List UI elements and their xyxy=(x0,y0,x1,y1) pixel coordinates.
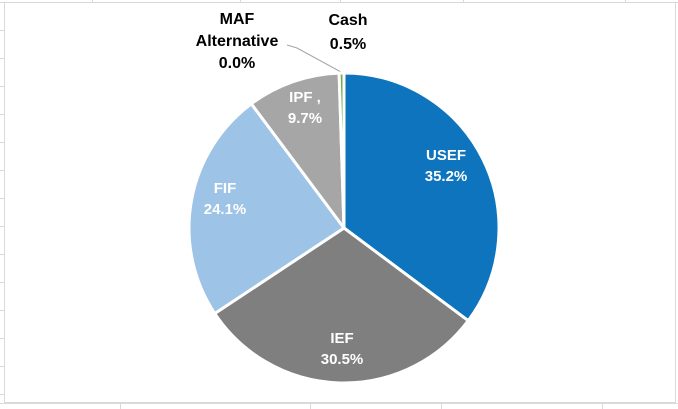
pie-slice-usef xyxy=(342,71,501,323)
gridline-row-stub xyxy=(0,226,4,227)
gridline-row-stub xyxy=(0,170,4,171)
data-label-fif: FIF 24.1% xyxy=(204,178,247,220)
pie-slice-cash xyxy=(337,71,346,230)
gridline-column-stub xyxy=(120,404,121,409)
gridline-row-stub xyxy=(0,114,4,115)
gridline-column-stub xyxy=(340,0,341,3)
data-label-ipf: IPF , 9.7% xyxy=(288,87,322,129)
data-label-line: 0.5% xyxy=(329,36,367,53)
pie-slice-ief xyxy=(213,226,470,385)
gridline-column-stub xyxy=(441,404,442,409)
gridline-column-stub xyxy=(310,404,311,409)
gridline-row-stub xyxy=(0,142,4,143)
data-label-cash: Cash 0.5% xyxy=(328,9,367,57)
gridline-row-stub xyxy=(0,30,4,31)
data-label-line: IEF xyxy=(330,330,354,347)
pie-slice-ipf xyxy=(249,71,346,230)
gridline-row-stub xyxy=(0,198,4,199)
data-label-line: 0.0% xyxy=(218,55,256,72)
gridline-row-stub xyxy=(0,394,4,395)
data-label-line: Cash xyxy=(328,12,368,29)
data-label-line: FIF xyxy=(213,180,237,197)
gridline-row-stub xyxy=(0,338,4,339)
gridline-row-stub xyxy=(0,254,4,255)
gridline-row-stub xyxy=(0,310,4,311)
data-label-maf-alternative: MAF Alternative 0.0% xyxy=(196,9,279,75)
gridline-row-stub xyxy=(0,366,4,367)
data-label-ief: IEF 30.5% xyxy=(321,328,364,370)
gridline-bottom xyxy=(0,403,678,404)
data-label-line: 30.5% xyxy=(320,351,364,368)
gridline-column-stub xyxy=(602,404,603,409)
leader-line-maf-alternative xyxy=(286,44,342,73)
gridline-column-stub xyxy=(92,0,93,3)
data-label-line: 9.7% xyxy=(287,110,323,127)
gridline-row-stub xyxy=(0,2,4,3)
gridline-row-stub xyxy=(0,58,4,59)
gridline-column-stub xyxy=(463,0,464,3)
data-label-line: MAF xyxy=(219,11,255,28)
data-label-usef: USEF 35.2% xyxy=(425,145,468,187)
data-label-line: 24.1% xyxy=(203,201,247,218)
data-label-line: Alternative xyxy=(195,33,279,50)
data-label-line: USEF xyxy=(425,147,467,164)
gridline-column-stub xyxy=(240,0,241,3)
pie-slice-fif xyxy=(187,102,346,316)
gridline-column-stub xyxy=(625,0,626,3)
gridline-row-stub xyxy=(0,282,4,283)
gridline-row-stub xyxy=(0,86,4,87)
data-label-line: 35.2% xyxy=(424,168,468,185)
data-label-line: IPF , xyxy=(289,89,321,106)
